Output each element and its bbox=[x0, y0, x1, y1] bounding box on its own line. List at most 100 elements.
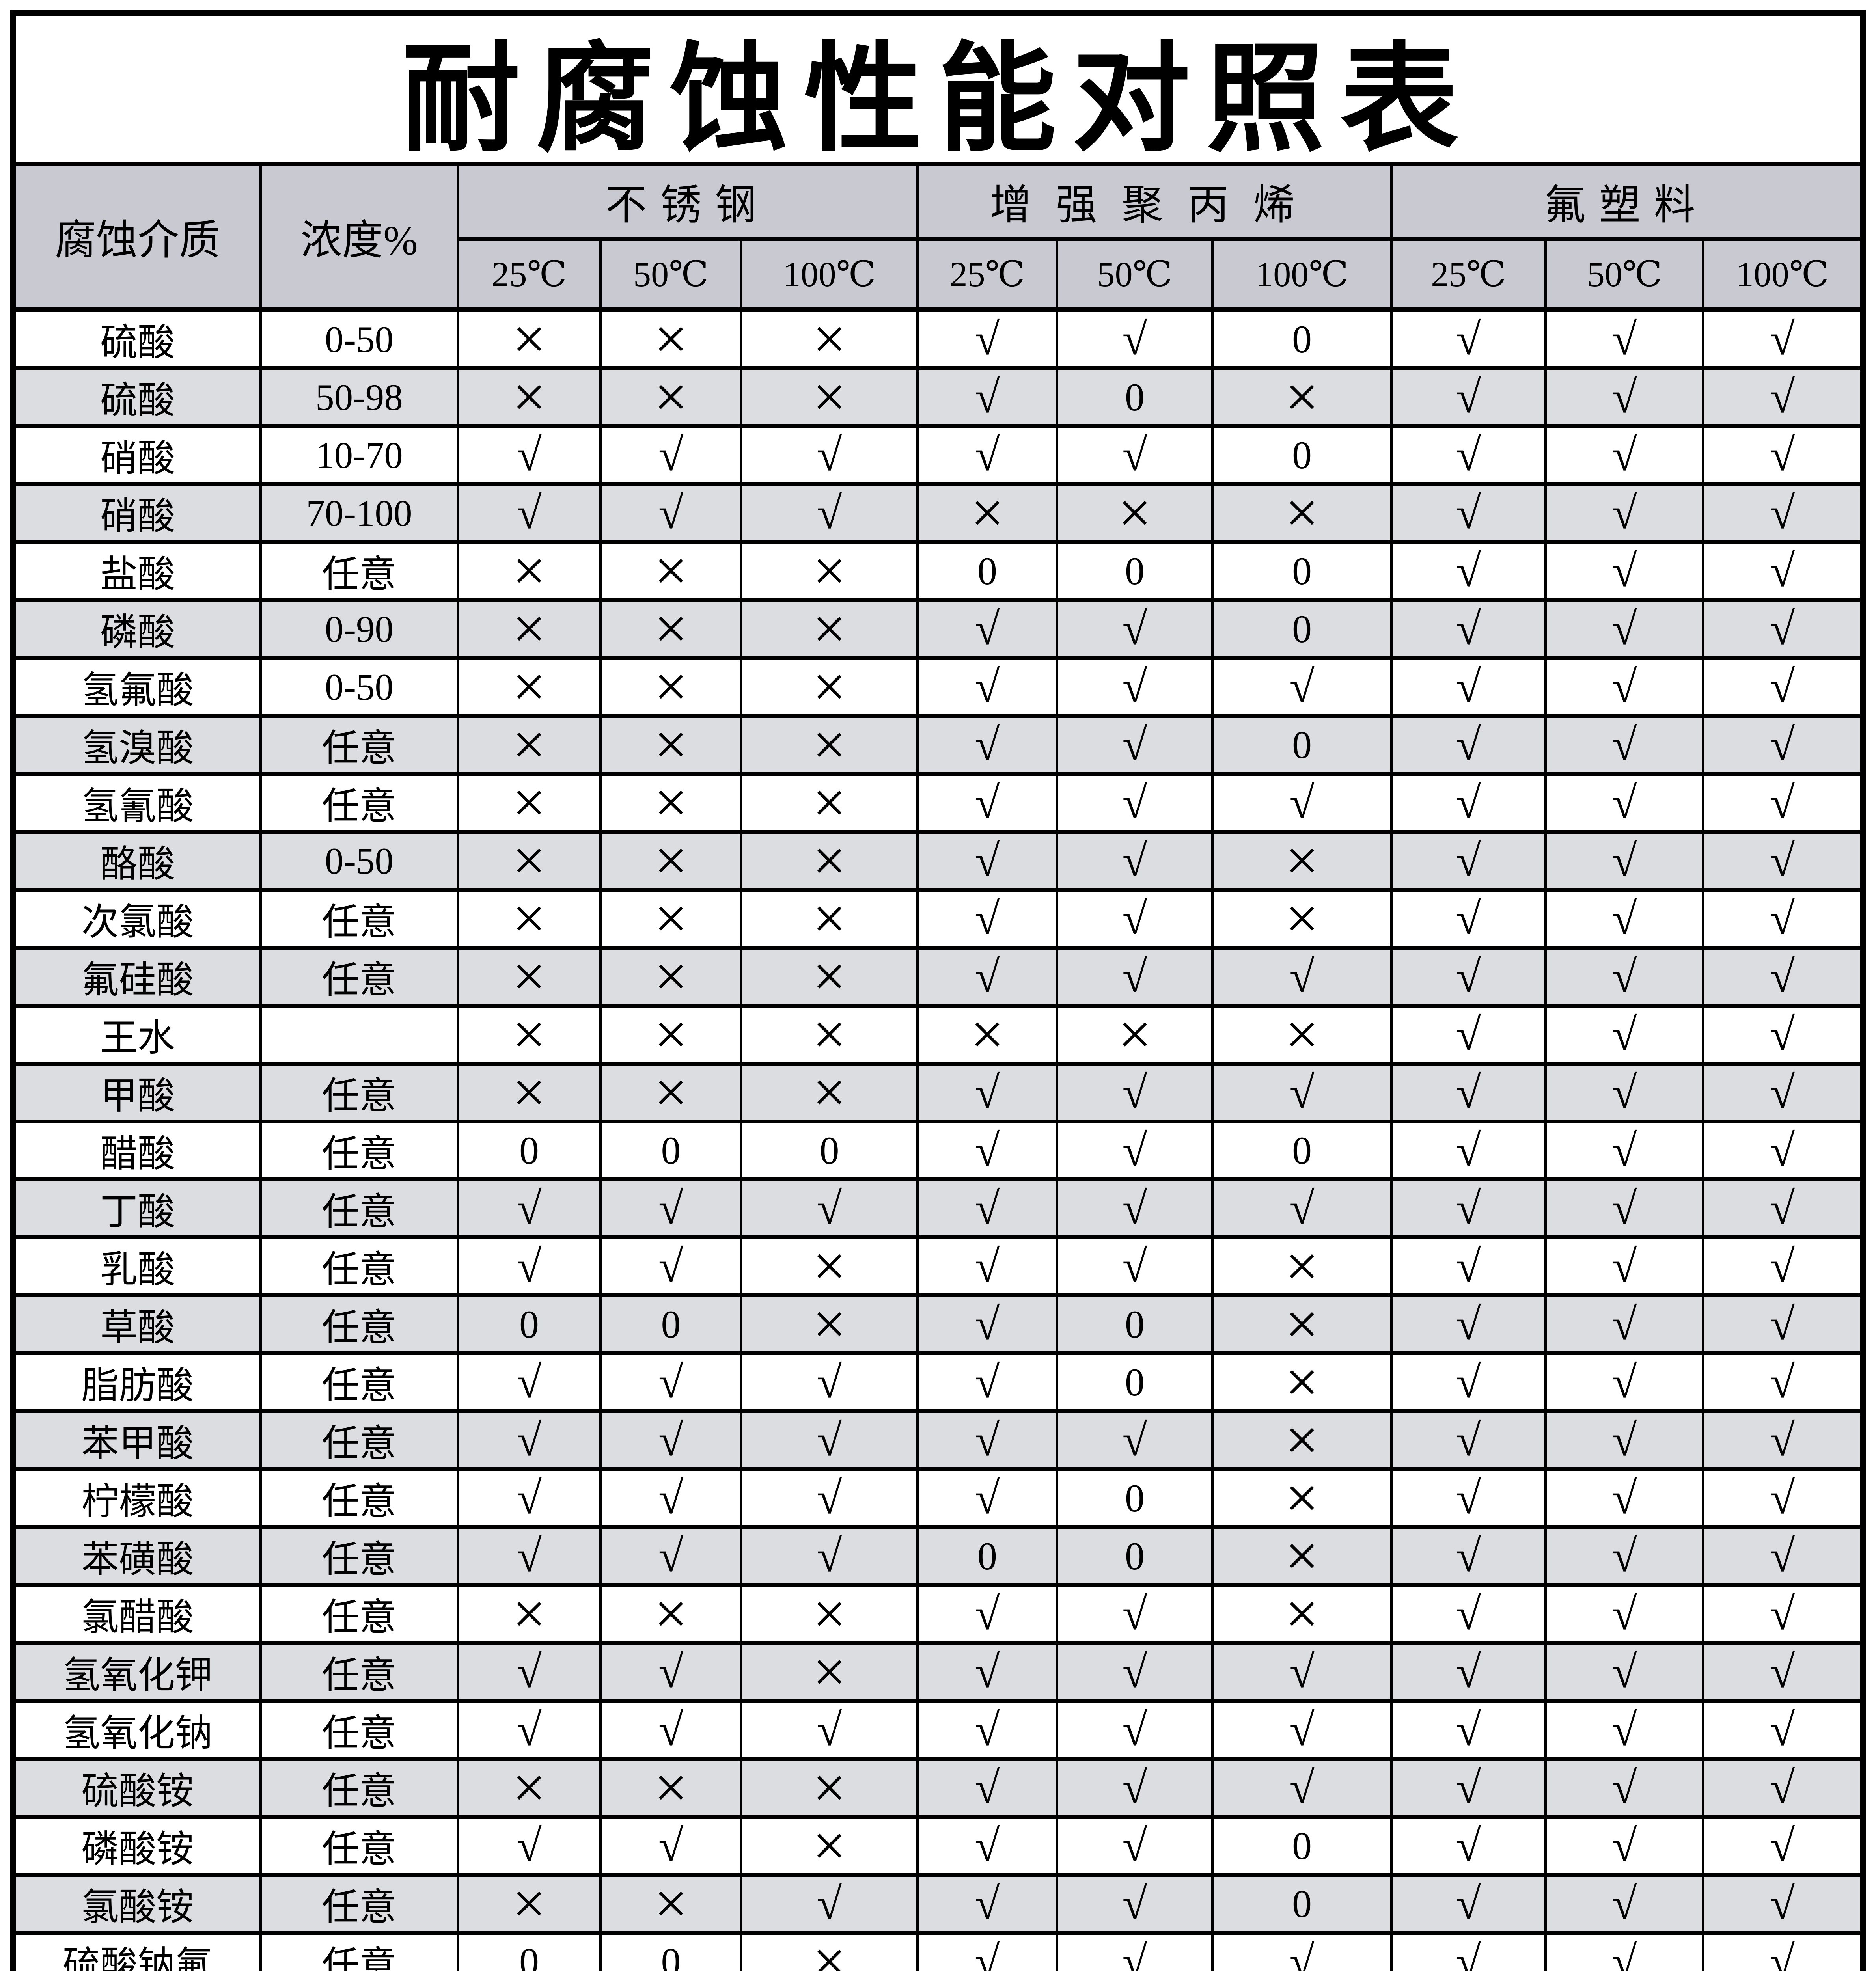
rating-cell: × bbox=[458, 890, 602, 950]
rating-cell: √ bbox=[741, 484, 919, 544]
rating-cell: √ bbox=[1546, 1295, 1705, 1355]
concentration-cell: 任意 bbox=[261, 542, 459, 602]
medium-cell: 脂肪酸 bbox=[16, 1353, 262, 1413]
rating-cell: × bbox=[458, 774, 602, 834]
rating-cell: × bbox=[600, 716, 742, 776]
rating-cell: √ bbox=[1391, 542, 1547, 602]
table-row: 氢氟酸 0-50 × × × √ √ √ √ √ √ bbox=[16, 658, 1861, 718]
table-row: 脂肪酸 任意 √ √ √ √ 0 × √ √ √ bbox=[16, 1353, 1861, 1413]
rating-cell: × bbox=[1212, 1353, 1393, 1413]
rating-cell: 0 bbox=[1212, 542, 1393, 602]
concentration-cell: 任意 bbox=[261, 1759, 459, 1819]
rating-cell: × bbox=[600, 948, 742, 1008]
rating-cell: √ bbox=[1057, 1585, 1214, 1645]
rating-cell: √ bbox=[1391, 1527, 1547, 1587]
concentration-cell: 任意 bbox=[261, 774, 459, 834]
rating-cell: √ bbox=[741, 1179, 919, 1239]
medium-cell: 磷酸铵 bbox=[16, 1817, 262, 1877]
rating-cell: √ bbox=[458, 1701, 602, 1761]
concentration-cell: 任意 bbox=[261, 1875, 459, 1935]
rating-cell: 0 bbox=[458, 1933, 602, 1971]
rating-cell: √ bbox=[1057, 658, 1214, 718]
table-row: 氯酸铵 任意 × × √ √ √ 0 √ √ √ bbox=[16, 1875, 1861, 1935]
rating-cell: × bbox=[600, 1875, 742, 1935]
rating-cell: √ bbox=[1057, 716, 1214, 776]
rating-cell: √ bbox=[458, 1411, 602, 1471]
table-row: 磷酸铵 任意 √ √ × √ √ 0 √ √ √ bbox=[16, 1817, 1861, 1877]
rating-cell: √ bbox=[1703, 948, 1861, 1008]
concentration-cell: 任意 bbox=[261, 1411, 459, 1471]
rating-cell: 0 bbox=[1212, 1817, 1393, 1877]
rating-cell: × bbox=[458, 832, 602, 892]
concentration-cell: 0-50 bbox=[261, 310, 459, 370]
concentration-cell: 任意 bbox=[261, 1121, 459, 1181]
rating-cell: √ bbox=[1546, 1469, 1705, 1529]
table-row: 王水 × × × × × × √ √ √ bbox=[16, 1006, 1861, 1066]
medium-cell: 王水 bbox=[16, 1006, 262, 1066]
rating-cell: × bbox=[741, 774, 919, 834]
concentration-cell: 任意 bbox=[261, 716, 459, 776]
header-temp: 25℃ bbox=[1391, 239, 1547, 312]
table-row: 硝酸 10-70 √ √ √ √ √ 0 √ √ √ bbox=[16, 426, 1861, 486]
rating-cell: √ bbox=[1212, 658, 1393, 718]
rating-cell: √ bbox=[1546, 1585, 1705, 1645]
medium-cell: 丁酸 bbox=[16, 1179, 262, 1239]
rating-cell: √ bbox=[917, 1179, 1059, 1239]
rating-cell: √ bbox=[1391, 948, 1547, 1008]
concentration-cell bbox=[261, 1006, 459, 1066]
rating-cell: 0 bbox=[1212, 1121, 1393, 1181]
rating-cell: √ bbox=[1057, 1817, 1214, 1877]
rating-cell: × bbox=[741, 542, 919, 602]
concentration-cell: 任意 bbox=[261, 1295, 459, 1355]
rating-cell: √ bbox=[1391, 310, 1547, 370]
rating-cell: 0 bbox=[600, 1933, 742, 1971]
rating-cell: 0 bbox=[1057, 542, 1214, 602]
rating-cell: 0 bbox=[917, 1527, 1059, 1587]
table-row: 硫酸铵 任意 × × × √ √ √ √ √ √ bbox=[16, 1759, 1861, 1819]
rating-cell: × bbox=[741, 1237, 919, 1297]
rating-cell: √ bbox=[1546, 1353, 1705, 1413]
concentration-cell: 任意 bbox=[261, 1179, 459, 1239]
rating-cell: √ bbox=[741, 1701, 919, 1761]
rating-cell: × bbox=[458, 1064, 602, 1123]
rating-cell: √ bbox=[1391, 600, 1547, 660]
table-row: 硫酸钠氟 任意 0 0 × √ √ √ √ √ √ bbox=[16, 1933, 1861, 1971]
rating-cell: √ bbox=[458, 1179, 602, 1239]
rating-cell: √ bbox=[917, 1759, 1059, 1819]
rating-cell: √ bbox=[1391, 1701, 1547, 1761]
rating-cell: √ bbox=[1391, 426, 1547, 486]
rating-cell: √ bbox=[1212, 1759, 1393, 1819]
table-row: 氢溴酸 任意 × × × √ √ 0 √ √ √ bbox=[16, 716, 1861, 776]
rating-cell: √ bbox=[1057, 1411, 1214, 1471]
rating-cell: 0 bbox=[741, 1121, 919, 1181]
header-group-reinforced-polypropylene: 增强聚丙烯 bbox=[917, 166, 1393, 241]
medium-cell: 次氯酸 bbox=[16, 890, 262, 950]
rating-cell: √ bbox=[1546, 716, 1705, 776]
table-row: 硫酸 0-50 × × × √ √ 0 √ √ √ bbox=[16, 310, 1861, 370]
rating-cell: × bbox=[458, 716, 602, 776]
concentration-cell: 0-50 bbox=[261, 658, 459, 718]
rating-cell: × bbox=[741, 1933, 919, 1971]
rating-cell: √ bbox=[600, 1469, 742, 1529]
rating-cell: √ bbox=[1391, 1469, 1547, 1529]
rating-cell: √ bbox=[1546, 1006, 1705, 1066]
rating-cell: × bbox=[600, 832, 742, 892]
rating-cell: 0 bbox=[1212, 716, 1393, 776]
rating-cell: √ bbox=[917, 1295, 1059, 1355]
concentration-cell: 任意 bbox=[261, 1064, 459, 1123]
rating-cell: × bbox=[1212, 1237, 1393, 1297]
medium-cell: 盐酸 bbox=[16, 542, 262, 602]
table-row: 草酸 任意 0 0 × √ 0 × √ √ √ bbox=[16, 1295, 1861, 1355]
rating-cell: √ bbox=[1703, 426, 1861, 486]
rating-cell: √ bbox=[917, 1469, 1059, 1529]
header-group-fluoroplastic: 氟塑料 bbox=[1391, 166, 1861, 241]
rating-cell: √ bbox=[1703, 1179, 1861, 1239]
rating-cell: × bbox=[458, 948, 602, 1008]
rating-cell: × bbox=[741, 1064, 919, 1123]
rating-cell: √ bbox=[1391, 1585, 1547, 1645]
rating-cell: × bbox=[600, 1585, 742, 1645]
rating-cell: √ bbox=[1703, 368, 1861, 428]
rating-cell: 0 bbox=[458, 1121, 602, 1181]
rating-cell: √ bbox=[917, 426, 1059, 486]
medium-cell: 氯醋酸 bbox=[16, 1585, 262, 1645]
